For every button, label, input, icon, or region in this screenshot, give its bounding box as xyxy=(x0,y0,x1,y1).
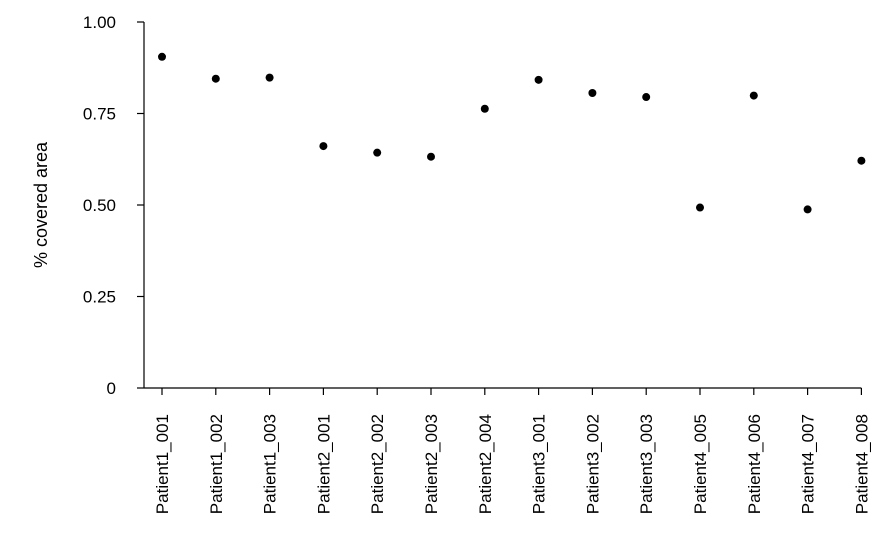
x-tick-label: Patient4_005 xyxy=(691,414,710,514)
data-point xyxy=(373,148,382,157)
x-tick-label: Patient4_007 xyxy=(799,414,818,514)
x-tick-label: Patient2_002 xyxy=(368,414,387,514)
x-tick-label: Patient4_008 xyxy=(852,414,871,514)
data-points xyxy=(158,52,866,214)
data-point xyxy=(749,91,758,100)
data-point xyxy=(588,89,597,98)
x-tick-label: Patient2_004 xyxy=(476,414,495,514)
x-tick-label: Patient4_006 xyxy=(745,414,764,514)
data-point xyxy=(158,52,166,61)
y-tick-label: 1.00 xyxy=(83,13,116,32)
y-axis: 0 0.25 0.50 0.75 1.00 xyxy=(83,13,145,398)
data-point xyxy=(642,93,651,102)
data-point xyxy=(534,75,543,84)
data-point xyxy=(427,152,435,161)
x-axis: Patient1_001 Patient1_002 Patient1_003 Pati… xyxy=(144,387,871,514)
data-point xyxy=(803,205,812,214)
data-point xyxy=(480,104,489,113)
data-point xyxy=(319,142,328,151)
x-tick-label: Patient3_003 xyxy=(637,414,656,514)
y-tick-label: 0.25 xyxy=(83,288,116,307)
x-tick-label: Patient3_001 xyxy=(530,414,549,514)
x-tick-label: Patient1_003 xyxy=(261,414,280,514)
x-tick-label: Patient1_001 xyxy=(153,414,172,514)
y-tick-label: 0.75 xyxy=(83,105,116,124)
x-tick-label: Patient1_002 xyxy=(207,414,226,514)
y-tick-label: 0.50 xyxy=(83,196,116,215)
x-tick-label: Patient3_002 xyxy=(583,414,602,514)
data-point xyxy=(696,203,704,212)
y-axis-title: % covered area xyxy=(31,141,51,268)
x-tick-label: Patient2_003 xyxy=(422,414,441,514)
y-tick-label: 0 xyxy=(107,379,116,398)
data-point xyxy=(211,74,220,83)
data-point xyxy=(857,156,866,165)
data-point xyxy=(265,73,274,82)
x-tick-label: Patient2_001 xyxy=(314,414,333,514)
